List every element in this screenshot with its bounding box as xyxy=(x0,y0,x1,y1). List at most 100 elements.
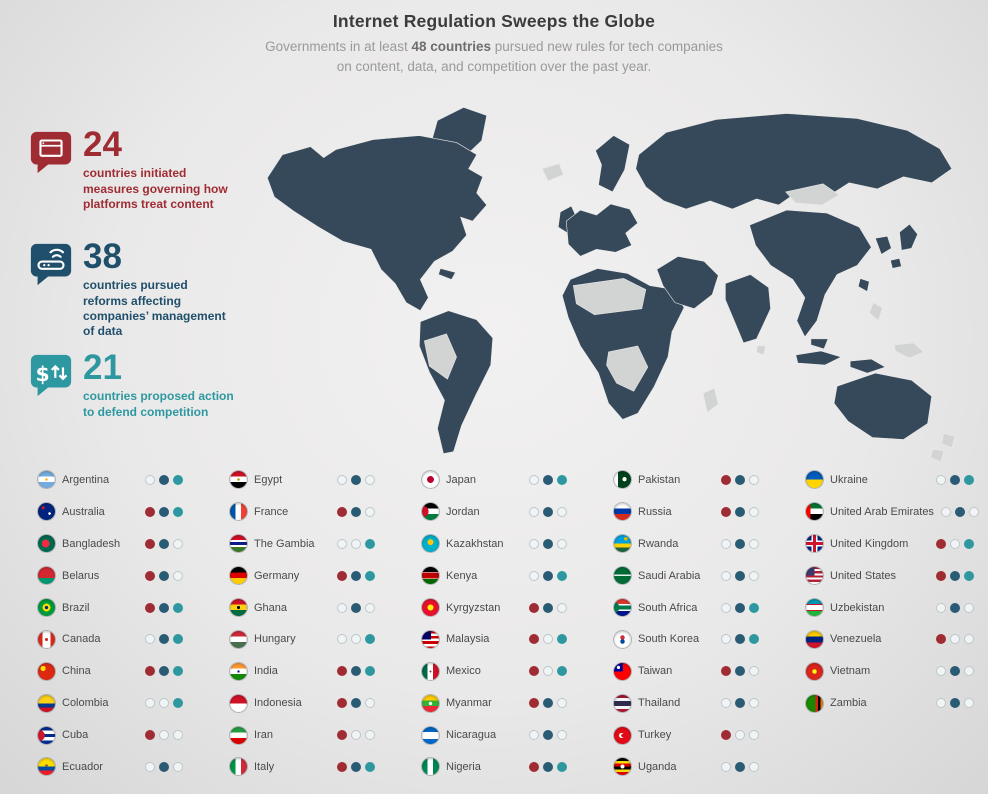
content-dot xyxy=(145,538,155,549)
competition-dot xyxy=(365,730,375,741)
competition-dot xyxy=(173,474,183,485)
country-name: Mexico xyxy=(446,665,481,678)
data-dot xyxy=(735,570,745,581)
ghana-flag-icon xyxy=(230,599,247,616)
country-row: Kazakhstan xyxy=(422,528,567,560)
country-name: Russia xyxy=(638,505,672,518)
regulation-dots xyxy=(721,538,759,549)
data-dot xyxy=(735,506,745,517)
country-name: Rwanda xyxy=(638,537,679,550)
uk-flag-icon xyxy=(806,535,823,553)
data-dot xyxy=(543,570,553,581)
content-dot xyxy=(145,474,155,485)
country-legend: Argentina Australia Bangladesh Belarus Brazi… xyxy=(38,464,979,783)
content-dot xyxy=(721,634,731,645)
map-indonesia-west xyxy=(795,350,842,366)
regulation-dots xyxy=(936,634,974,645)
data-dot xyxy=(351,761,361,772)
southkorea-flag-icon xyxy=(614,630,631,648)
country-name: Kazakhstan xyxy=(446,537,504,550)
content-dot xyxy=(721,666,731,677)
content-screen-icon xyxy=(28,128,74,176)
data-dot xyxy=(735,474,745,485)
map-sahara xyxy=(572,278,647,316)
subtitle-line1-suffix: pursued new rules for tech companies xyxy=(490,39,723,54)
content-dot xyxy=(145,698,155,709)
regulation-dots xyxy=(529,634,567,645)
content-dot xyxy=(529,666,539,677)
regulation-dots xyxy=(721,666,759,677)
map-iceland xyxy=(541,163,564,182)
competition-dot xyxy=(557,698,567,709)
content-dot xyxy=(936,666,946,677)
map-andes-region xyxy=(423,333,457,380)
country-column-5: Ukraine United Arab Emirates United Kingdo… xyxy=(806,464,979,783)
country-name: Jordan xyxy=(446,505,480,518)
country-name: Kyrgyzstan xyxy=(446,601,501,614)
map-australia xyxy=(833,372,933,440)
gambia-flag-icon xyxy=(230,535,247,553)
competition-dot xyxy=(365,761,375,772)
nigeria-flag-icon xyxy=(422,758,439,776)
data-dot xyxy=(351,698,361,709)
map-new-zealand-south xyxy=(930,449,945,463)
map-north-america xyxy=(266,135,488,312)
content-dot xyxy=(529,506,539,517)
stat-data: 38 countries pursued reforms affecting co… xyxy=(28,239,236,340)
country-name: Ecuador xyxy=(62,760,103,773)
country-name: Cuba xyxy=(62,729,89,742)
data-dot xyxy=(950,570,960,581)
content-dot xyxy=(337,474,347,485)
content-dot xyxy=(529,730,539,741)
country-row: Belarus xyxy=(38,560,183,592)
content-dot xyxy=(721,506,731,517)
data-dot xyxy=(950,666,960,677)
content-dot xyxy=(936,602,946,613)
content-dot xyxy=(337,538,347,549)
country-name: Saudi Arabia xyxy=(638,569,701,582)
regulation-dots xyxy=(529,761,567,772)
competition-dot xyxy=(964,698,974,709)
regulation-dots xyxy=(145,698,183,709)
competition-dot xyxy=(557,570,567,581)
zambia-flag-icon xyxy=(806,694,823,712)
regulation-dots xyxy=(721,730,759,741)
country-row: South Korea xyxy=(614,623,759,655)
country-row: Mexico xyxy=(422,655,567,687)
competition-dot xyxy=(749,761,759,772)
subtitle-line1-prefix: Governments in at least xyxy=(265,39,412,54)
data-dot xyxy=(735,761,745,772)
regulation-dots xyxy=(337,506,375,517)
map-middle-east xyxy=(656,256,719,310)
country-row: Bangladesh xyxy=(38,528,183,560)
data-dot xyxy=(735,538,745,549)
regulation-dots xyxy=(721,698,759,709)
data-dot xyxy=(159,666,169,677)
country-row: Ghana xyxy=(230,592,375,624)
competition-dot xyxy=(173,538,183,549)
country-name: France xyxy=(254,505,289,518)
competition-dot xyxy=(557,730,567,741)
thailand-flag-icon xyxy=(614,694,631,712)
competition-dot xyxy=(964,474,974,485)
content-dot xyxy=(145,602,155,613)
china-flag-icon xyxy=(38,662,55,680)
pakistan-flag-icon xyxy=(614,471,631,489)
stat-label: countries proposed action to defend comp… xyxy=(83,389,234,419)
regulation-dots xyxy=(721,761,759,772)
competition-dot xyxy=(749,634,759,645)
indonesia-flag-icon xyxy=(230,694,247,712)
regulation-dots xyxy=(936,602,974,613)
country-name: Turkey xyxy=(638,729,672,742)
germany-flag-icon xyxy=(230,567,247,585)
data-dot xyxy=(159,730,169,741)
canada-flag-icon xyxy=(38,630,55,648)
country-name: Italy xyxy=(254,760,275,773)
country-row: Colombia xyxy=(38,687,183,719)
competition-dot xyxy=(964,602,974,613)
content-dot xyxy=(721,602,731,613)
content-dot xyxy=(145,634,155,645)
stat-content: 24 countries initiated measures governing… xyxy=(28,125,236,212)
stat-value: 24 xyxy=(83,125,122,164)
regulation-dots xyxy=(721,602,759,613)
